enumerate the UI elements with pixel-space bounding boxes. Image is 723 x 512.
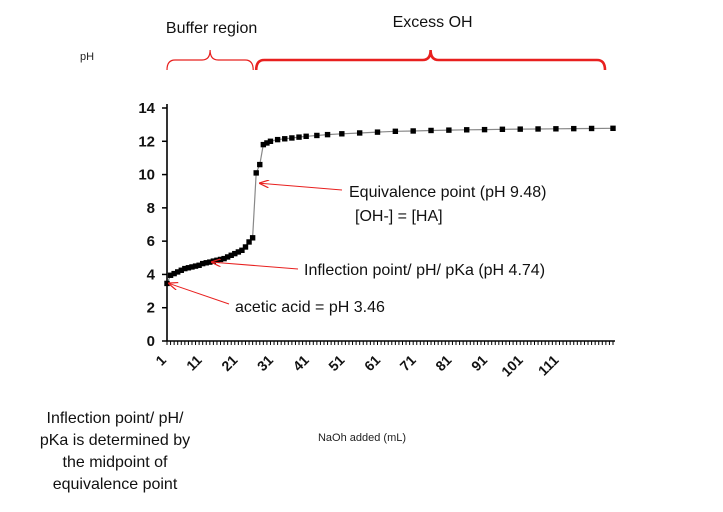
y-tick-label: 10	[138, 167, 155, 184]
data-point	[171, 270, 177, 277]
annotation-arrow	[260, 183, 343, 191]
series-line	[166, 127, 614, 284]
footnote-note: Inflection point/ pH/ pKa is determined …	[14, 408, 216, 496]
data-point	[178, 267, 184, 273]
data-point	[246, 239, 252, 245]
data-point	[374, 129, 381, 135]
y-tick-label: 12	[138, 133, 155, 150]
annotations: Equivalence point (pH 9.48) [OH-] = [HA] I…	[169, 183, 546, 316]
data-point	[235, 249, 242, 255]
x-tick-label: 51	[325, 352, 347, 374]
data-point	[289, 135, 295, 141]
data-point	[499, 126, 506, 133]
data-point	[228, 252, 234, 258]
data-point	[356, 130, 363, 136]
x-tick-label: 71	[397, 352, 419, 374]
data-point	[610, 125, 616, 132]
data-point	[253, 170, 259, 176]
annotation-arrow	[212, 262, 299, 270]
bracket-label-excess-oh: Excess OH	[393, 14, 473, 31]
y-tick-label: 6	[147, 233, 155, 250]
data-point	[446, 127, 452, 133]
data-point	[221, 255, 227, 262]
data-point	[185, 265, 192, 271]
data-point	[196, 262, 202, 268]
data-point	[282, 136, 288, 142]
x-tick-label: 11	[183, 352, 205, 374]
data-point	[249, 235, 256, 241]
data-point	[324, 131, 331, 138]
x-tick-label: 81	[432, 352, 454, 374]
data-point	[199, 260, 206, 267]
series-points	[164, 125, 616, 287]
x-tick-label: 21	[218, 352, 240, 374]
data-point	[189, 264, 195, 270]
data-point	[481, 126, 488, 133]
data-point	[392, 128, 399, 134]
x-tick-label: 91	[468, 352, 490, 374]
footnote-line: pKa is determined by	[39, 432, 191, 449]
data-point	[410, 128, 416, 134]
data-point	[571, 125, 577, 132]
data-point	[553, 126, 559, 132]
annotation-acetic-acid: acetic acid = pH 3.46	[235, 299, 385, 316]
data-point	[314, 132, 320, 139]
footnote-line: equivalence point	[52, 476, 178, 493]
data-point	[257, 161, 263, 168]
annotation-equivalence-point: Equivalence point (pH 9.48)	[349, 184, 546, 201]
data-point	[428, 127, 434, 134]
x-tick-label: 41	[290, 352, 312, 374]
data-point	[164, 280, 170, 287]
data-point	[224, 254, 231, 260]
region-brackets: Buffer region Excess OH	[166, 14, 607, 71]
data-point	[207, 259, 213, 265]
y-tick-label: 2	[147, 300, 155, 317]
data-point	[264, 140, 270, 146]
data-point	[167, 272, 174, 278]
x-tick-label: 101	[498, 352, 526, 380]
data-point	[303, 133, 309, 139]
region-bracket	[166, 49, 254, 71]
data-point	[242, 244, 249, 250]
data-point	[588, 125, 595, 132]
data-point	[296, 134, 302, 140]
annotation-oh-ha: [OH-] = [HA]	[355, 208, 443, 225]
data-point	[232, 250, 238, 257]
x-tick-label: 61	[361, 352, 383, 374]
y-tick-label: 0	[147, 333, 155, 350]
data-point	[260, 141, 267, 148]
data-point	[517, 126, 523, 132]
x-tick-label: 1	[152, 352, 169, 369]
annotation-inflection-point: Inflection point/ pH/ pKa (pH 4.74)	[304, 262, 545, 279]
data-point	[182, 265, 188, 272]
data-point	[535, 126, 541, 132]
data-point	[274, 136, 281, 143]
y-axis-label: pH	[80, 51, 94, 63]
data-point	[339, 131, 345, 137]
data-point	[267, 138, 274, 144]
y-tick-label: 8	[147, 200, 155, 217]
y-tick-label: 4	[147, 266, 156, 283]
data-point	[464, 127, 470, 133]
data-point	[175, 269, 181, 275]
x-axis-label: NaOh added (mL)	[318, 432, 406, 444]
x-tick-label: 111	[535, 352, 562, 379]
data-point	[203, 260, 209, 266]
footnote-line: Inflection point/ pH/	[46, 410, 184, 427]
bracket-label-buffer: Buffer region	[166, 20, 257, 37]
data-point	[239, 247, 245, 253]
x-tick-label: 31	[254, 352, 276, 374]
annotation-arrow	[169, 283, 230, 305]
data-point	[192, 263, 199, 269]
footnote-line: the midpoint of	[62, 454, 168, 471]
y-tick-label: 14	[138, 100, 155, 117]
region-bracket	[254, 49, 607, 71]
